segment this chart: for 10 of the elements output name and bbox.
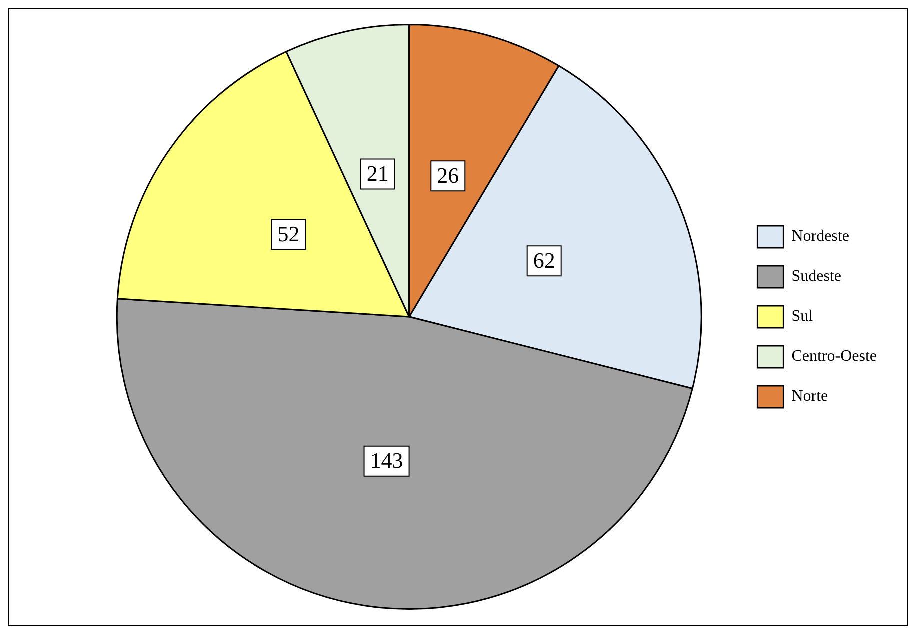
data-label: 62: [533, 248, 556, 273]
legend-label: Centro-Oeste: [792, 348, 878, 366]
data-label: 21: [366, 161, 389, 186]
legend-label: Norte: [792, 388, 828, 406]
data-label: 26: [437, 162, 460, 188]
data-label: 52: [278, 221, 300, 246]
legend-label: Sudeste: [792, 268, 842, 286]
legend-label: Sul: [792, 308, 814, 326]
data-label: 143: [370, 448, 404, 474]
legend-label: Nordeste: [792, 228, 850, 246]
